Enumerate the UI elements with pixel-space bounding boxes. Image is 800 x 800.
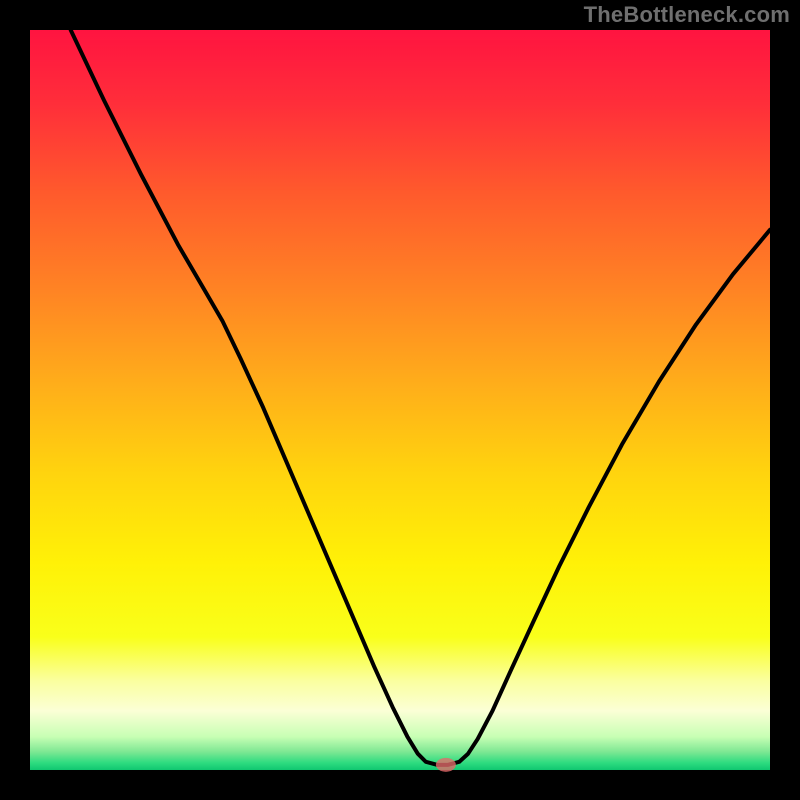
plot-background (30, 30, 770, 770)
watermark-label: TheBottleneck.com (584, 2, 790, 28)
optimal-point-marker (436, 758, 456, 772)
bottleneck-chart (0, 0, 800, 800)
